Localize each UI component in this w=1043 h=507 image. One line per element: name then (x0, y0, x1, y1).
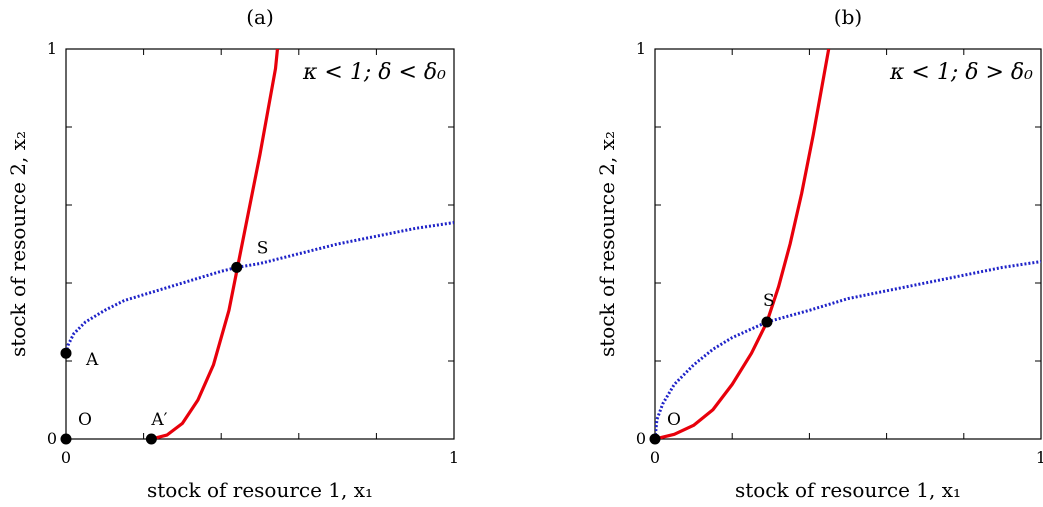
x-axis-label: stock of resource 1, x₁ (735, 478, 961, 502)
equilibrium-point (649, 433, 661, 445)
point-label: S (763, 291, 775, 311)
y-tick-label: 0 (47, 429, 57, 448)
condition-annotation: κ < 1; δ > δ₀ (889, 60, 1033, 85)
nullcline-blue-dotted (655, 260, 1041, 439)
equilibrium-point (231, 261, 243, 273)
point-label: A′ (150, 410, 167, 430)
panel-a: (a) 0 1 0 1 stock of resource 1, x₁ stock of r… (6, 5, 459, 502)
x-axis-label: stock of resource 1, x₁ (147, 478, 373, 502)
y-tick-label: 0 (636, 429, 646, 448)
y-tick-label: 1 (636, 39, 646, 58)
y-tick-label: 1 (47, 39, 57, 58)
y-axis-label: stock of resource 2, x₂ (595, 131, 619, 357)
point-label: S (257, 238, 269, 258)
equilibrium-point (761, 316, 773, 328)
equilibrium-point (60, 347, 72, 359)
y-axis-label: stock of resource 2, x₂ (6, 131, 30, 357)
plot-frame (65, 48, 455, 440)
x-tick-label: 0 (61, 448, 71, 467)
equilibrium-point (145, 433, 157, 445)
panel-b: (b) 0 1 0 1 stock of resource 1, x₁ stock of r… (595, 5, 1043, 502)
panel-label: (b) (834, 5, 862, 29)
equilibrium-point (60, 433, 72, 445)
condition-annotation: κ < 1; δ < δ₀ (302, 60, 446, 85)
x-tick-label: 1 (449, 448, 459, 467)
x-tick-label: 0 (650, 448, 660, 467)
panel-label: (a) (246, 5, 274, 29)
nullcline-blue-dotted (66, 221, 454, 354)
point-label: O (667, 410, 681, 430)
x-tick-label: 1 (1036, 448, 1043, 467)
plot-frame (654, 48, 1042, 440)
point-label: A (85, 350, 99, 370)
nullcline-red-solid (655, 49, 831, 439)
point-label: O (78, 410, 92, 430)
